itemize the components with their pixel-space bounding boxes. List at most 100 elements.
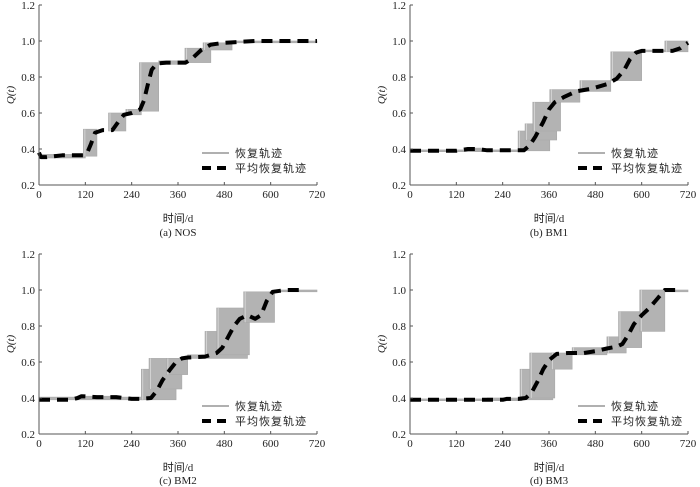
trajectory-band-rect bbox=[639, 289, 666, 332]
y-axis-title: Q(t) bbox=[5, 86, 17, 105]
y-tick-label: 0.2 bbox=[392, 180, 406, 192]
y-tick-label: 0.6 bbox=[392, 357, 406, 369]
plot-area bbox=[37, 39, 318, 160]
mean-trajectory-line bbox=[410, 288, 681, 402]
legend-label-mean-trajectory: 平均恢复轨迹 bbox=[611, 414, 683, 428]
x-axis-title: 时间/d bbox=[534, 461, 565, 474]
legend-label-mean-trajectory: 平均恢复轨迹 bbox=[611, 161, 683, 175]
panel-b-bm1: (b) BM1 时间/d 恢复轨迹 平均恢复轨迹 0.2 0.4 0.6 0.8 1.0… bbox=[376, 0, 697, 239]
plot-area bbox=[409, 288, 689, 402]
mean-trajectory-line bbox=[39, 288, 306, 402]
axes: 0.2 0.4 0.6 0.8 1.0 1.2 0 120 240 360 480 600 720 Q(t… bbox=[5, 0, 326, 201]
x-tick-label: 120 bbox=[448, 189, 465, 201]
legend-label-trajectory: 恢复轨迹 bbox=[611, 399, 659, 413]
trajectory-band bbox=[38, 289, 318, 401]
x-tick-label: 600 bbox=[633, 438, 650, 450]
trajectory-band bbox=[409, 289, 689, 401]
x-tick-label: 240 bbox=[123, 438, 140, 450]
x-tick-label: 240 bbox=[123, 189, 140, 201]
y-tick-label: 1.2 bbox=[392, 0, 406, 12]
x-tick-label: 720 bbox=[680, 189, 697, 201]
y-tick-label: 0.8 bbox=[392, 72, 406, 84]
y-axis-title: Q(t) bbox=[376, 86, 388, 105]
mean-trajectory-line bbox=[410, 41, 690, 153]
y-tick-label: 0.8 bbox=[392, 321, 406, 333]
y-tick-label: 1.0 bbox=[392, 285, 406, 297]
x-axis-title: 时间/d bbox=[534, 212, 565, 225]
trajectory-band-rect bbox=[532, 101, 561, 132]
x-tick-label: 240 bbox=[494, 189, 511, 201]
legend-label-mean-trajectory: 平均恢复轨迹 bbox=[235, 161, 307, 175]
axes: 0.2 0.4 0.6 0.8 1.0 1.2 0 120 240 360 480 600 720 Q(t… bbox=[376, 249, 697, 450]
panel-caption: (d) BM3 bbox=[530, 475, 569, 487]
trajectory-band bbox=[409, 40, 689, 152]
y-tick-label: 1.0 bbox=[392, 36, 406, 48]
plot-area bbox=[409, 40, 690, 153]
legend bbox=[578, 405, 605, 423]
x-tick-label: 480 bbox=[587, 189, 604, 201]
x-tick-label: 0 bbox=[36, 189, 42, 201]
y-tick-label: 0.4 bbox=[21, 393, 35, 405]
trajectory-band-rect bbox=[579, 80, 612, 92]
trajectory-band-rect bbox=[550, 352, 573, 370]
x-tick-label: 360 bbox=[170, 189, 187, 201]
x-tick-label: 600 bbox=[262, 189, 279, 201]
y-tick-label: 1.0 bbox=[21, 36, 35, 48]
axes: 0.2 0.4 0.6 0.8 1.0 1.2 0 120 240 360 480 600 720 Q(t… bbox=[5, 249, 326, 450]
y-tick-label: 0.4 bbox=[392, 393, 406, 405]
y-tick-label: 1.2 bbox=[21, 249, 35, 261]
legend-label-trajectory: 恢复轨迹 bbox=[611, 146, 659, 160]
y-tick-label: 0.6 bbox=[21, 108, 35, 120]
x-tick-label: 120 bbox=[77, 438, 94, 450]
y-axis-title: Q(t) bbox=[5, 335, 17, 354]
x-tick-label: 720 bbox=[309, 189, 326, 201]
x-tick-label: 480 bbox=[216, 438, 233, 450]
trajectory-band-rect bbox=[125, 109, 142, 116]
plot-area bbox=[38, 288, 318, 402]
y-tick-label: 1.0 bbox=[21, 285, 35, 297]
y-tick-label: 1.2 bbox=[21, 0, 35, 12]
x-tick-label: 600 bbox=[633, 189, 650, 201]
x-tick-label: 480 bbox=[587, 438, 604, 450]
x-tick-label: 0 bbox=[407, 438, 413, 450]
panel-caption: (a) NOS bbox=[160, 227, 197, 239]
mean-trajectory-line bbox=[37, 39, 317, 160]
legend bbox=[578, 152, 605, 170]
x-tick-label: 720 bbox=[680, 438, 697, 450]
legend-label-mean-trajectory: 平均恢复轨迹 bbox=[235, 414, 307, 428]
y-axis-title: Q(t) bbox=[376, 335, 388, 354]
y-tick-label: 0.8 bbox=[21, 72, 35, 84]
y-tick-label: 0.4 bbox=[392, 144, 406, 156]
x-tick-label: 360 bbox=[170, 438, 187, 450]
x-tick-label: 0 bbox=[36, 438, 42, 450]
y-tick-label: 1.2 bbox=[392, 249, 406, 261]
x-tick-label: 120 bbox=[77, 189, 94, 201]
x-axis-title: 时间/d bbox=[163, 461, 194, 474]
legend bbox=[202, 405, 229, 423]
legend bbox=[202, 152, 229, 170]
panel-caption: (c) BM2 bbox=[159, 475, 197, 487]
y-tick-label: 0.2 bbox=[21, 429, 35, 441]
y-tick-label: 0.4 bbox=[21, 144, 35, 156]
x-tick-label: 360 bbox=[541, 438, 558, 450]
y-tick-label: 0.2 bbox=[21, 180, 35, 192]
trajectory-band-rect bbox=[664, 40, 689, 53]
legend-label-trajectory: 恢复轨迹 bbox=[235, 146, 283, 160]
x-tick-label: 0 bbox=[407, 189, 413, 201]
x-axis-title: 时间/d bbox=[163, 212, 194, 225]
axes: 0.2 0.4 0.6 0.8 1.0 1.2 0 120 240 360 480 600 720 Q(t… bbox=[376, 0, 697, 201]
y-tick-label: 0.6 bbox=[21, 357, 35, 369]
y-tick-label: 0.6 bbox=[392, 108, 406, 120]
y-tick-label: 0.8 bbox=[21, 321, 35, 333]
y-tick-label: 0.2 bbox=[392, 429, 406, 441]
trajectory-band bbox=[38, 40, 318, 159]
legend-label-trajectory: 恢复轨迹 bbox=[235, 399, 283, 413]
x-tick-label: 480 bbox=[216, 189, 233, 201]
x-tick-label: 240 bbox=[494, 438, 511, 450]
x-tick-label: 720 bbox=[309, 438, 326, 450]
panel-d-bm3: (d) BM3 时间/d 恢复轨迹 平均恢复轨迹 0.2 0.4 0.6 0.8 1.0… bbox=[376, 249, 697, 487]
x-tick-label: 120 bbox=[448, 438, 465, 450]
panel-a-nos: (a) NOS 时间/d 恢复轨迹 平均恢复轨迹 0.2 0.4 0.6 0.8 1.0… bbox=[5, 0, 326, 239]
panel-c-bm2: (c) BM2 时间/d 恢复轨迹 平均恢复轨迹 0.2 0.4 0.6 0.8 1.0… bbox=[5, 249, 326, 487]
